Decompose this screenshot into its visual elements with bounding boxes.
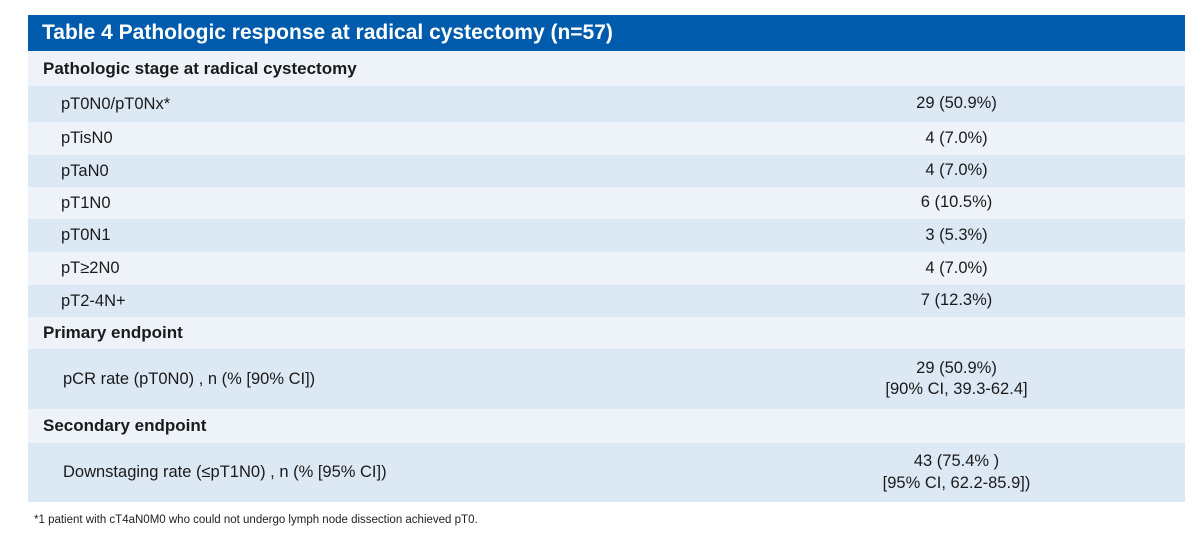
row-value: 4 (7.0%)	[925, 128, 988, 147]
table-title: Table 4 Pathologic response at radical c…	[28, 15, 1185, 51]
table-row: pCR rate (pT0N0) , n (% [90% CI]) 29 (50…	[28, 349, 1185, 409]
table-row: pTisN0 4 (7.0%)	[28, 122, 1185, 155]
results-table: Table 4 Pathologic response at radical c…	[28, 15, 1185, 502]
row-label: pTaN0	[61, 161, 109, 180]
table-footnote: *1 patient with cT4aN0M0 who could not u…	[34, 514, 478, 526]
row-label: pCR rate (pT0N0) , n (% [90% CI])	[63, 369, 316, 388]
row-label: pT0N1	[61, 226, 111, 244]
table-row: pT2-4N+ 7 (12.3%)	[28, 285, 1185, 317]
table-row: pT0N0/pT0Nx* 29 (50.9%)	[28, 86, 1185, 122]
section-heading-pathologic-stage: Pathologic stage at radical cystectomy	[28, 51, 1185, 86]
row-value: 29 (50.9%) [90% CI, 39.3-62.4]	[728, 358, 1185, 401]
section-heading-secondary-endpoint: Secondary endpoint	[28, 409, 1185, 443]
row-value: 29 (50.9%)	[916, 94, 997, 113]
row-value: 7 (12.3%)	[920, 291, 993, 310]
section-heading-primary-endpoint: Primary endpoint	[28, 317, 1185, 349]
row-label: pT0N0/pT0Nx*	[61, 94, 171, 113]
row-value: 4 (7.0%)	[925, 161, 988, 180]
table-row: pT≥2N0 4 (7.0%)	[28, 252, 1185, 285]
row-value: 43 (75.4% ) [95% CI, 62.2-85.9])	[728, 451, 1185, 494]
row-value: 3 (5.3%)	[925, 225, 988, 244]
value-line: 29 (50.9%)	[916, 358, 997, 377]
table-row: Downstaging rate (≤pT1N0) , n (% [95% CI…	[28, 443, 1185, 502]
row-label: pT≥2N0	[61, 259, 120, 277]
row-value: 4 (7.0%)	[925, 258, 988, 277]
row-label: pTisN0	[61, 129, 113, 147]
row-value: 6 (10.5%)	[920, 193, 993, 212]
row-label: pT2-4N+	[61, 291, 126, 310]
row-label: pT1N0	[61, 193, 111, 212]
table-row: pT0N1 3 (5.3%)	[28, 219, 1185, 252]
table-row: pTaN0 4 (7.0%)	[28, 155, 1185, 187]
value-ci: [90% CI, 39.3-62.4]	[885, 380, 1028, 398]
value-ci: [95% CI, 62.2-85.9])	[882, 473, 1031, 492]
row-label: Downstaging rate (≤pT1N0) , n (% [95% CI…	[63, 463, 387, 481]
table-row: pT1N0 6 (10.5%)	[28, 187, 1185, 219]
value-line: 43 (75.4% )	[913, 452, 1000, 471]
